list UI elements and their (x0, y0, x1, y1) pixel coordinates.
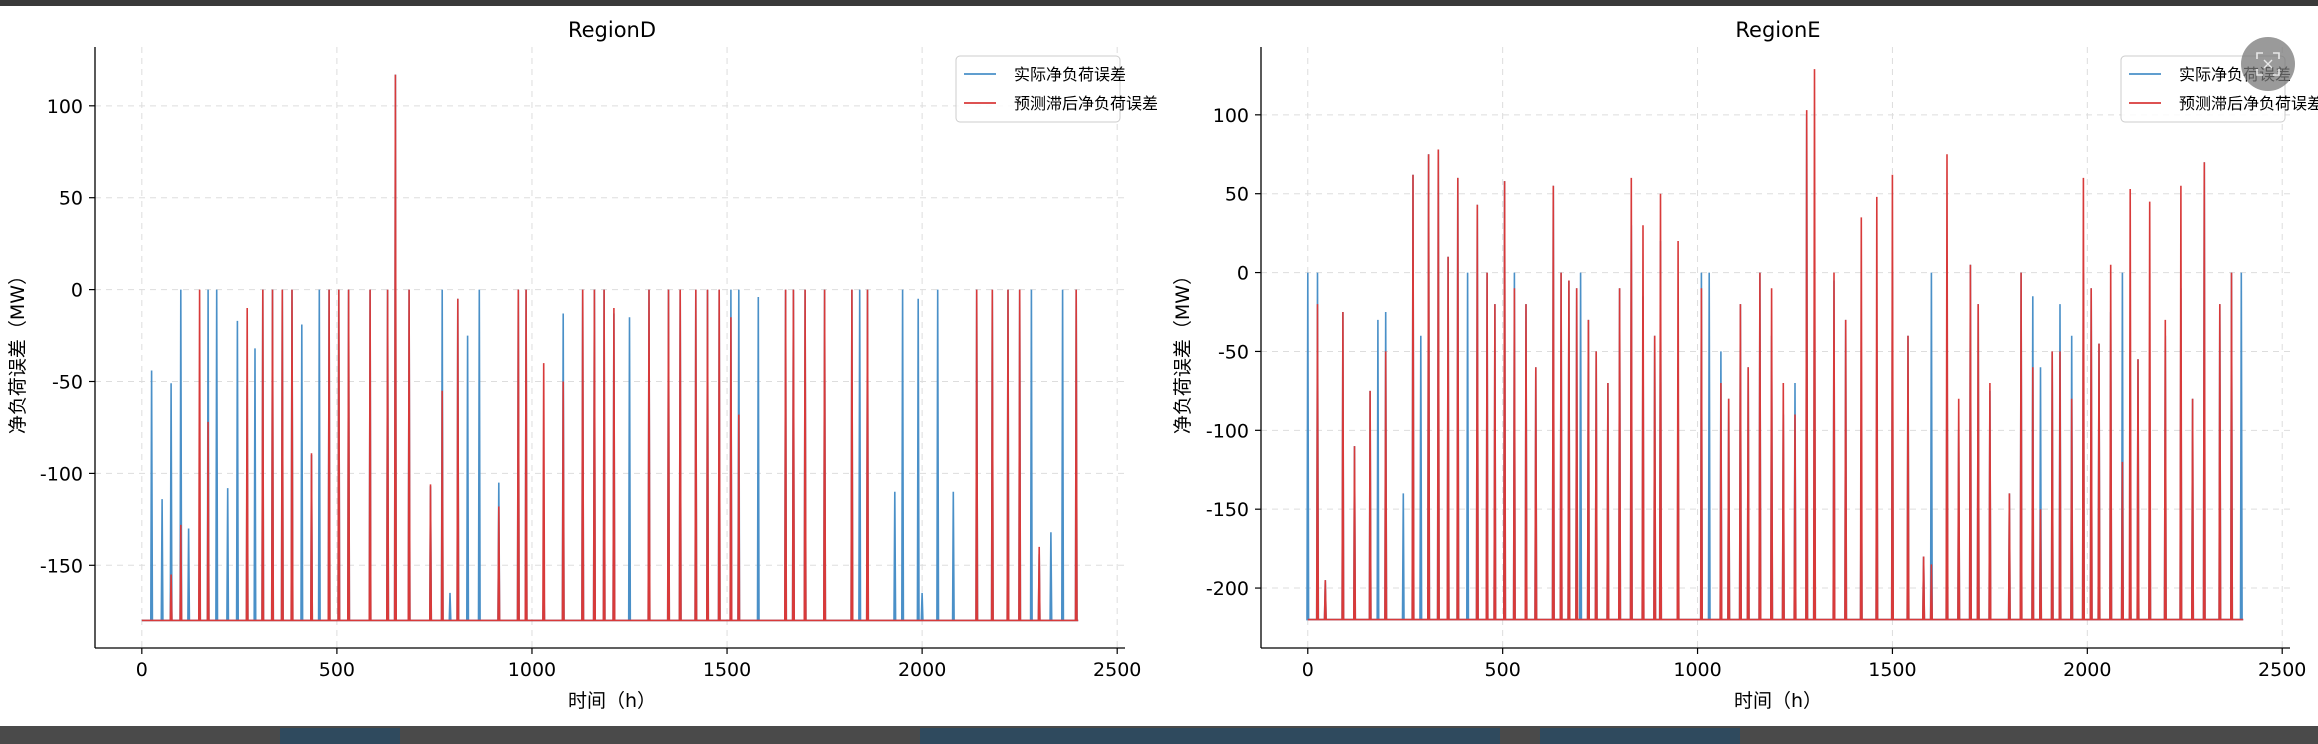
y-tick-label: 50 (1225, 184, 1249, 206)
x-tick-label: 0 (136, 659, 148, 681)
y-tick-label: 100 (47, 96, 83, 118)
expand-icon (2256, 52, 2280, 76)
legend-label-forecast: 预测滞后净负荷误差 (1014, 94, 1158, 113)
x-tick-label: 1500 (1868, 659, 1916, 681)
y-tick-label: 50 (59, 188, 83, 210)
window-top-edge (0, 0, 2318, 6)
y-tick-label: -100 (1206, 420, 1249, 442)
series-line-forecast (1307, 69, 2244, 621)
y-tick-label: -150 (1206, 499, 1249, 521)
y-tick-label: 0 (71, 280, 83, 302)
chart-panel-regiond: RegionD 时间（h） 净负荷误差（MW） 0 500 1000 1500 2000… (7, 18, 1158, 712)
x-axis-label: 时间（h） (1734, 690, 1822, 712)
y-tick-label: 100 (1213, 105, 1249, 127)
x-tick-label: 2500 (1093, 659, 1141, 681)
x-tick-label: 2000 (898, 659, 946, 681)
chart-title: RegionD (568, 18, 656, 42)
legend-label-actual: 实际净负荷误差 (1014, 65, 1126, 84)
y-axis-label: 净负荷误差（MW） (1172, 266, 1194, 434)
y-tick-label: -200 (1206, 578, 1249, 600)
fullscreen-button[interactable] (2241, 37, 2295, 91)
y-axis-label: 净负荷误差（MW） (7, 266, 29, 434)
legend-label-forecast: 预测滞后净负荷误差 (2179, 94, 2318, 113)
x-tick-label: 500 (1485, 659, 1521, 681)
series-line-forecast (141, 74, 1079, 622)
window-bottom-edge (0, 726, 2318, 744)
x-axis-label: 时间（h） (568, 690, 656, 712)
x-tick-label: 1500 (703, 659, 751, 681)
chart-panel-regione: RegionE 时间（h） 净负荷误差（MW） 0 500 1000 1500 2000… (1172, 18, 2318, 712)
chart-title: RegionE (1735, 18, 1820, 42)
y-tick-label: -50 (1218, 341, 1249, 363)
x-tick-label: 2500 (2258, 659, 2306, 681)
legend-frame (955, 55, 1121, 123)
y-tick-label: -50 (52, 372, 83, 394)
y-tick-label: -100 (40, 463, 83, 485)
x-tick-label: 1000 (508, 659, 556, 681)
x-tick-label: 0 (1302, 659, 1314, 681)
y-tick-label: 0 (1237, 263, 1249, 285)
x-tick-label: 2000 (2063, 659, 2111, 681)
x-tick-label: 500 (319, 659, 355, 681)
y-tick-label: -150 (40, 555, 83, 577)
x-tick-label: 1000 (1673, 659, 1721, 681)
